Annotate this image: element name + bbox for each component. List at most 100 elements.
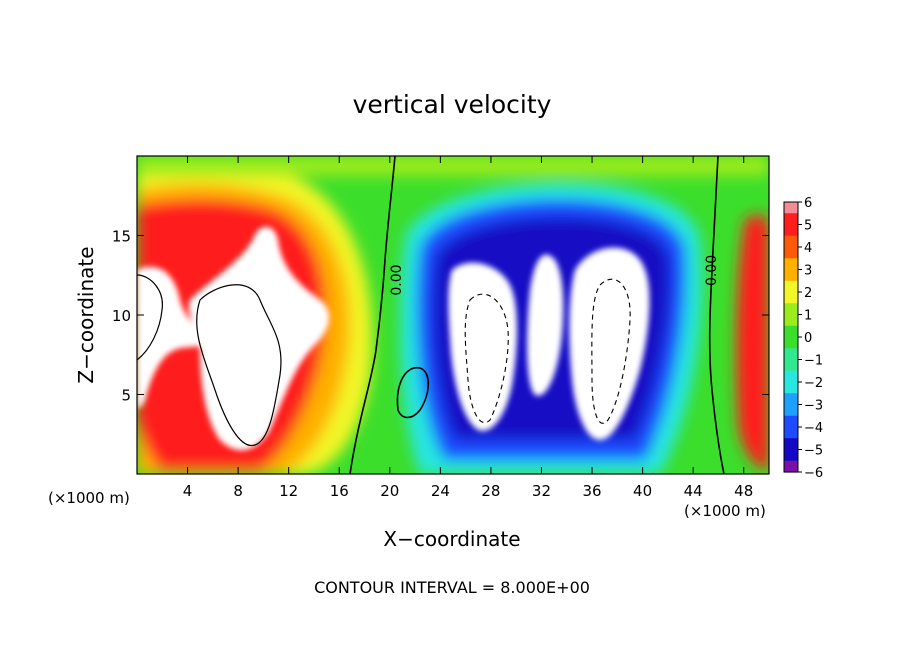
- colorbar-tick-label: −3: [804, 399, 823, 414]
- colorbar-swatch: [784, 460, 798, 467]
- colorbar-swatch: [784, 241, 798, 248]
- colorbar-swatch: [784, 325, 798, 332]
- colorbar-swatch: [784, 218, 798, 226]
- zero-contour: [349, 156, 396, 474]
- updraft-core: [137, 266, 210, 409]
- colorbar-swatch: [784, 359, 798, 366]
- colorbar-swatch: [784, 427, 798, 434]
- colorbar-swatch: [784, 224, 798, 231]
- colorbar-swatch: [784, 202, 798, 209]
- colorbar-swatch: [784, 314, 798, 321]
- x-axis-label: X−coordinate: [383, 527, 520, 551]
- colorbar-swatch: [784, 449, 798, 456]
- x-tick-label: 44: [684, 482, 703, 500]
- colorbar-swatch: [784, 275, 798, 282]
- x-tick-label: 32: [532, 482, 551, 500]
- colorbar-swatch: [784, 393, 798, 400]
- x-tick-label: 12: [279, 482, 298, 500]
- x-tick-label: 24: [431, 482, 450, 500]
- colorbar-swatch: [784, 308, 798, 316]
- y-tick-label: 15: [112, 228, 131, 246]
- colorbar-swatch: [784, 370, 798, 377]
- colorbar-tick-label: 2: [804, 286, 812, 301]
- colorbar-swatch: [784, 421, 798, 428]
- colorbar-swatch: [784, 303, 798, 310]
- y-axis: 5 10 15: [112, 228, 769, 405]
- positive-contour: [196, 284, 282, 447]
- colorbar-swatch: [784, 247, 798, 254]
- colorbar-swatch: [784, 410, 798, 417]
- colorbar-swatch: [784, 455, 798, 462]
- negative-contour: [591, 278, 631, 424]
- colorbar-swatch: [784, 337, 798, 344]
- zero-contour: [708, 156, 725, 474]
- x-tick-label: 28: [481, 482, 500, 500]
- x-tick-label: 8: [233, 482, 243, 500]
- colorbar-swatch: [784, 207, 798, 214]
- colorbar-swatch: [784, 438, 798, 445]
- colorbar-swatch: [784, 466, 798, 473]
- negative-contour: [464, 293, 509, 423]
- colorbar-tick-label: 5: [804, 219, 812, 234]
- colorbar-tick-label: −6: [804, 466, 823, 481]
- colorbar-swatch: [784, 230, 798, 237]
- colorbar-swatch: [784, 331, 798, 338]
- colorbar-swatch: [784, 415, 798, 422]
- x-tick-label: 16: [330, 482, 349, 500]
- colorbar-tick-label: 3: [804, 264, 812, 279]
- colorbar-tick-label: 4: [804, 241, 812, 256]
- colorbar-swatch: [784, 376, 798, 383]
- contour-interval-note: CONTOUR INTERVAL = 8.000E+00: [314, 578, 590, 597]
- colorbar-swatch: [784, 235, 798, 242]
- x-axis-unit-left: (×1000 m): [48, 489, 130, 507]
- downdraft-core: [527, 254, 564, 396]
- colorbar-swatch: [784, 382, 798, 389]
- x-tick-label: 48: [734, 482, 753, 500]
- colorbar-swatch: [784, 263, 798, 271]
- colorbar-tick-label: −2: [804, 376, 823, 391]
- colorbar-tick-label: 0: [804, 331, 812, 346]
- velocity-field: [137, 156, 769, 474]
- y-axis-label: Z−coordinate: [74, 246, 98, 383]
- colorbar-swatch: [784, 342, 798, 349]
- contour-labels: 0.00 0.00: [389, 255, 720, 296]
- colorbar-swatch: [784, 387, 798, 394]
- colorbar-swatch: [784, 280, 798, 287]
- zero-contour: [396, 367, 430, 419]
- colorbar-swatch: [784, 286, 798, 293]
- colorbar-swatch: [784, 252, 798, 259]
- colorbar-swatch: [784, 404, 798, 411]
- x-axis: 4 8 12 16 20 24 28 32 36 40 44 48: [183, 156, 753, 500]
- colorbar-tick-label: −1: [804, 354, 823, 369]
- colorbar-swatch: [784, 443, 798, 451]
- updraft-core: [188, 226, 330, 451]
- x-tick-label: 36: [582, 482, 601, 500]
- colorbar-tick-label: 1: [804, 309, 812, 324]
- colorbar-tick-label: 6: [804, 196, 812, 211]
- y-tick-label: 10: [112, 307, 131, 325]
- x-tick-label: 20: [380, 482, 399, 500]
- colorbar-swatch: [784, 320, 798, 327]
- colorbar-swatch: [784, 353, 798, 361]
- right-edge-updraft: [736, 214, 769, 470]
- contour-label: 0.00: [704, 255, 720, 286]
- positive-contour: [137, 274, 163, 361]
- contour-label: 0.00: [389, 264, 405, 295]
- colorbar-swatch: [784, 258, 798, 265]
- y-tick-label: 5: [121, 387, 131, 405]
- colorbar: 6 5 4 3 2 1 0 −1 −2 −3 −4 −5 −6: [783, 196, 823, 481]
- chart-title: vertical velocity: [353, 90, 552, 119]
- downdraft-core: [448, 262, 517, 431]
- x-axis-unit-right: (×1000 m): [684, 502, 766, 520]
- colorbar-swatch: [784, 432, 798, 439]
- colorbar-swatch: [784, 365, 798, 372]
- x-tick-label: 4: [183, 482, 193, 500]
- x-tick-label: 40: [633, 482, 652, 500]
- colorbar-swatch: [784, 292, 798, 299]
- colorbar-swatch: [784, 348, 798, 355]
- colorbar-tick-label: −5: [804, 444, 823, 459]
- colorbar-swatch: [784, 213, 798, 220]
- colorbar-swatch: [784, 398, 798, 406]
- downdraft-core: [569, 247, 650, 440]
